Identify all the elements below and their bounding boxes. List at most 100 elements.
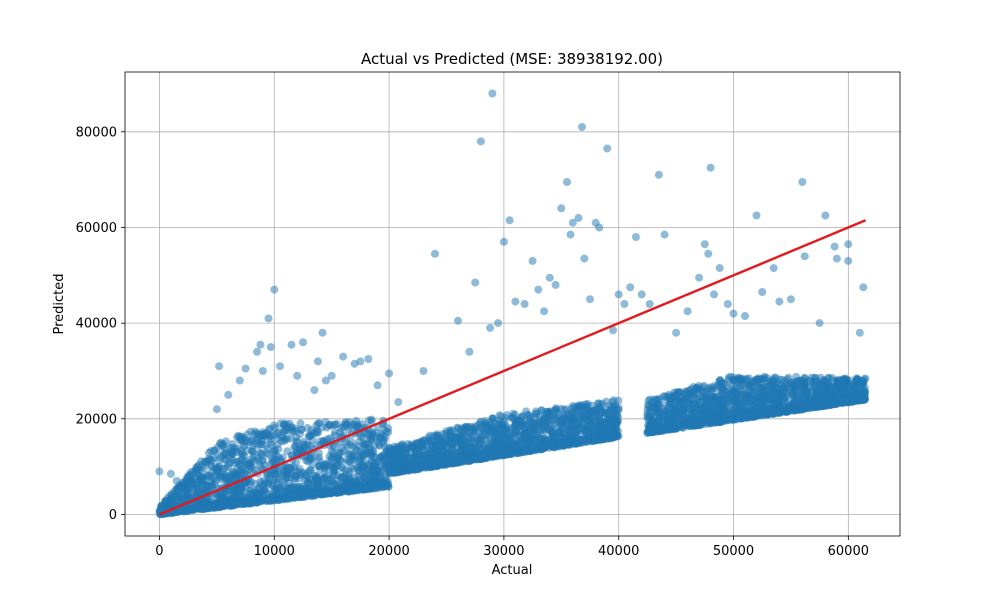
scatter-point [296, 419, 305, 428]
scatter-point [364, 460, 373, 469]
scatter-point [167, 492, 176, 501]
scatter-point [182, 488, 191, 497]
scatter-point [336, 485, 345, 494]
scatter-point [708, 387, 717, 396]
scatter-point [680, 402, 689, 411]
scatter-point [211, 477, 219, 486]
scatter-point [821, 384, 830, 393]
scatter-point [399, 441, 407, 450]
scatter-point [273, 429, 282, 438]
scatter-point [499, 435, 507, 444]
scatter-point [793, 391, 802, 400]
scatter-point [242, 498, 250, 507]
scatter-point [286, 463, 295, 472]
scatter-point [770, 383, 779, 392]
scatter-point [546, 419, 555, 428]
scatter-point [276, 485, 285, 494]
scatter-point [326, 474, 335, 483]
scatter-point [464, 456, 473, 465]
scatter-point [314, 449, 323, 457]
scatter-point [161, 496, 170, 505]
scatter-point [666, 400, 674, 408]
scatter-point [654, 416, 663, 425]
scatter-point [259, 483, 268, 491]
scatter-point [437, 459, 446, 468]
scatter-point [589, 417, 598, 426]
scatter-point [797, 383, 806, 391]
scatter-point [819, 392, 828, 401]
scatter-point [736, 376, 745, 385]
scatter-point [609, 417, 618, 426]
scatter-point [488, 414, 497, 423]
scatter-point [265, 496, 274, 505]
scatter-point [444, 436, 453, 445]
scatter-point [237, 432, 246, 441]
scatter-point [773, 397, 781, 406]
scatter-point [382, 427, 391, 436]
scatter-point [252, 429, 261, 438]
scatter-point [553, 408, 561, 417]
scatter-point [858, 377, 867, 386]
scatter-point [306, 442, 315, 451]
scatter-point [731, 387, 740, 396]
scatter-point [490, 451, 499, 460]
scatter-point [787, 378, 796, 387]
scatter-point [345, 475, 354, 483]
scatter-point [573, 438, 582, 447]
scatter-point [711, 403, 720, 412]
scatter-point [765, 394, 773, 403]
scatter-point [703, 397, 712, 406]
scatter-point [204, 472, 213, 481]
scatter-point [217, 501, 226, 510]
scatter-point [364, 448, 373, 457]
scatter-point [216, 438, 225, 447]
scatter-point [312, 477, 321, 486]
scatter-point [338, 464, 347, 473]
scatter-point [580, 411, 589, 420]
scatter-point [688, 399, 697, 408]
scatter-point [390, 468, 399, 477]
scatter-point [303, 424, 312, 432]
scatter-point [225, 500, 234, 509]
scatter-point [538, 425, 547, 434]
scatter-point [285, 419, 294, 428]
scatter-point [676, 394, 685, 403]
scatter-point [666, 393, 675, 402]
scatter-point [374, 437, 383, 446]
scatter-point [349, 453, 358, 462]
scatter-point [477, 452, 485, 461]
scatter-point [267, 431, 276, 440]
scatter-point [281, 426, 290, 434]
scatter-point [510, 421, 519, 430]
scatter-point [503, 448, 512, 457]
scatter-point [360, 442, 369, 451]
scatter-point [564, 410, 572, 418]
scatter-point [779, 382, 788, 391]
scatter-point [681, 414, 689, 422]
scatter-point [539, 418, 548, 427]
scatter-point [693, 384, 701, 393]
scatter-point [274, 445, 283, 454]
scatter-point [438, 441, 447, 450]
data-points [155, 89, 870, 519]
scatter-point [715, 381, 724, 390]
scatter-point [250, 456, 259, 465]
scatter-point [458, 424, 467, 433]
scatter-point [292, 433, 301, 442]
scatter-point [541, 441, 550, 450]
scatter-point [746, 384, 755, 392]
scatter-point [372, 465, 380, 474]
scatter-point [671, 405, 680, 414]
scatter-point [305, 454, 314, 463]
scatter-point [598, 424, 607, 433]
scatter-point [300, 491, 309, 500]
scatter-point [306, 465, 315, 474]
scatter-point [334, 449, 343, 457]
scatter-point [841, 374, 850, 383]
scatter-point [521, 445, 530, 454]
scatter-point [828, 374, 837, 382]
scatter-point [220, 448, 229, 457]
scatter-point [582, 405, 591, 414]
scatter-point [567, 423, 575, 432]
